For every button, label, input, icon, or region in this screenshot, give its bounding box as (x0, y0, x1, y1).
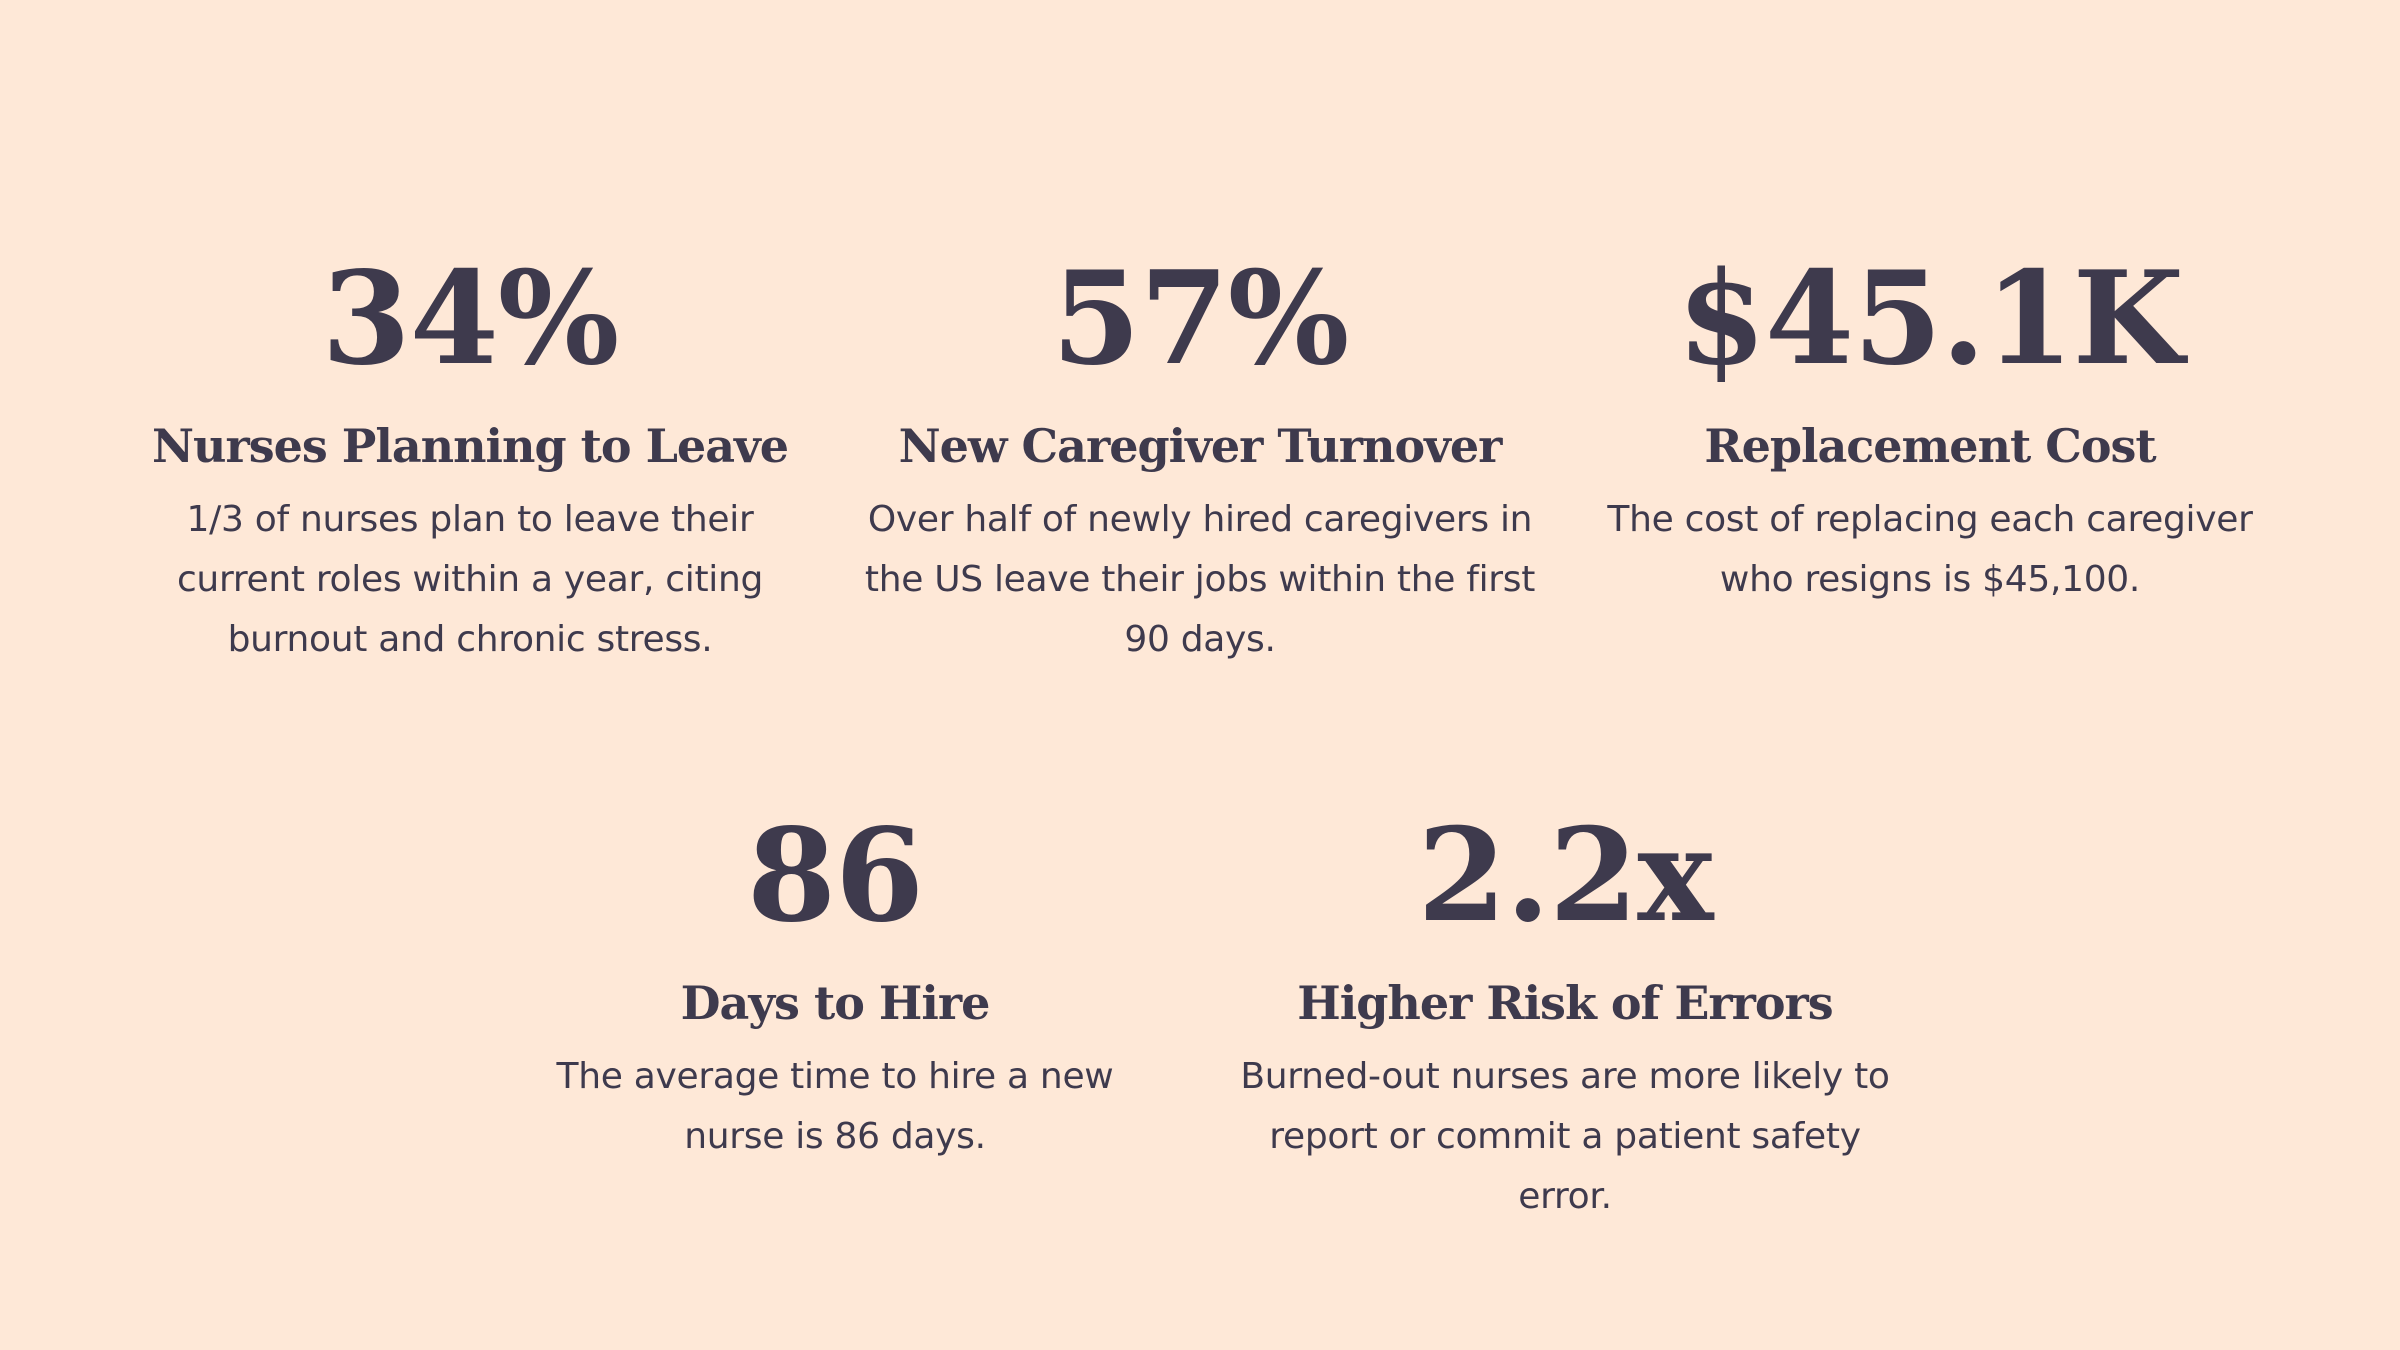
stat-replacement-cost: $45.1K Replacement Cost The cost of repl… (1600, 255, 2260, 610)
stat-title: Nurses Planning to Leave (151, 419, 789, 473)
stat-title: Days to Hire (680, 976, 991, 1030)
stat-description: 1/3 of nurses plan to leave their curren… (176, 499, 764, 661)
stat-value: $45.1K (1676, 244, 2184, 394)
stat-description: Burned-out nurses are more likely to rep… (1240, 1056, 1890, 1218)
stat-value: 34% (321, 244, 620, 394)
stat-value: 2.2x (1417, 801, 1714, 951)
stat-higher-risk-of-errors: 2.2x Higher Risk of Errors Burned-out nu… (1220, 812, 1910, 1227)
stat-title: Replacement Cost (1704, 419, 2156, 473)
stat-title: Higher Risk of Errors (1297, 976, 1833, 1030)
stat-description: Over half of newly hired caregivers in t… (864, 499, 1536, 661)
stat-title: New Caregiver Turnover (898, 419, 1503, 473)
stat-description: The average time to hire a new nurse is … (556, 1056, 1114, 1158)
stat-new-caregiver-turnover: 57% New Caregiver Turnover Over half of … (860, 255, 1540, 670)
stat-value: 57% (1051, 244, 1350, 394)
stat-description: The cost of replacing each caregiver who… (1607, 499, 2253, 601)
stat-value: 86 (746, 801, 924, 951)
stat-nurses-planning-to-leave: 34% Nurses Planning to Leave 1/3 of nurs… (150, 255, 790, 670)
stat-days-to-hire: 86 Days to Hire The average time to hire… (490, 812, 1180, 1167)
